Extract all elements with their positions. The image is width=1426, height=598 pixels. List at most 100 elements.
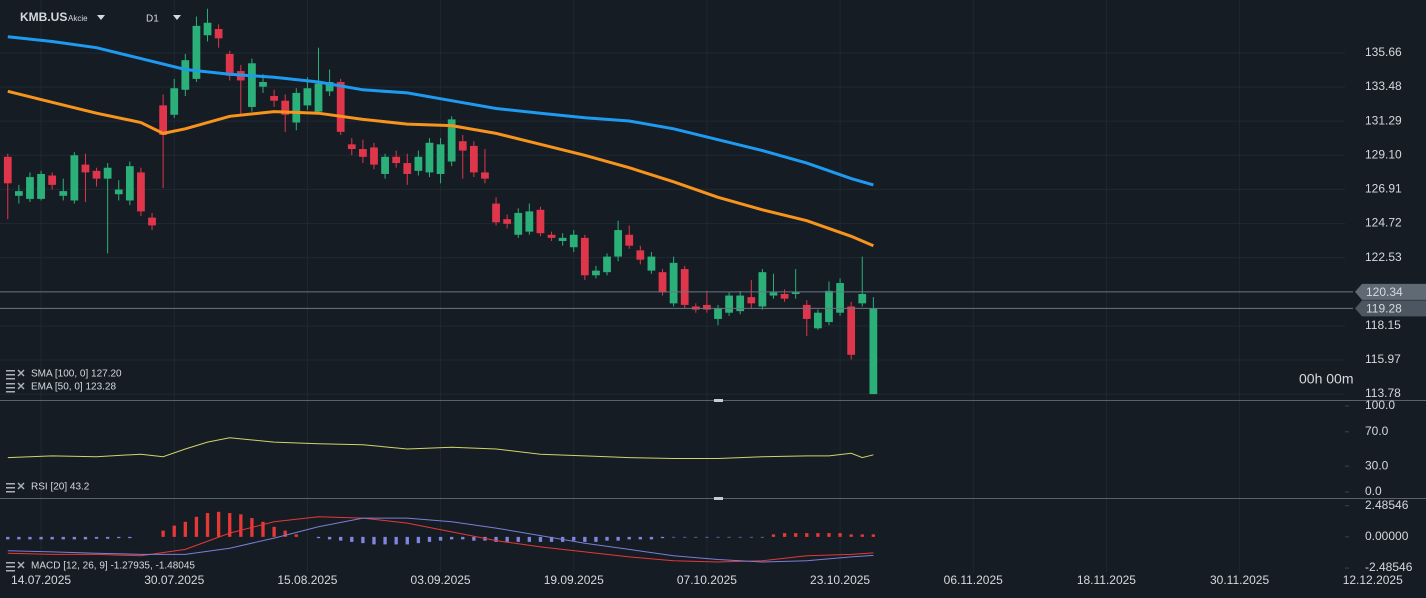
- candle-body: [181, 60, 190, 90]
- candle-body: [536, 209, 545, 234]
- legend-settings-icon[interactable]: [6, 483, 15, 485]
- candle-body: [370, 147, 378, 165]
- candle-body: [392, 156, 401, 164]
- legend-settings-icon: [6, 391, 15, 393]
- legend-settings-icon: [6, 566, 15, 568]
- y-tick-label: -2.48546: [1365, 560, 1413, 574]
- macd-histogram-bar: [583, 536, 587, 542]
- macd-histogram-bar: [216, 511, 221, 537]
- candle-body: [469, 145, 478, 173]
- price-badge-label: 120.34: [1366, 285, 1403, 299]
- macd-histogram-bar: [494, 536, 498, 542]
- candle-body: [48, 175, 57, 185]
- candle-body: [847, 306, 856, 355]
- candle-body: [680, 269, 689, 305]
- x-tick-label: 07.10.2025: [677, 573, 737, 587]
- x-tick-label: 23.10.2025: [810, 573, 870, 587]
- macd-histogram-bar: [83, 536, 88, 540]
- y-tick-label: 124.72: [1365, 216, 1402, 230]
- macd-histogram-bar: [372, 536, 376, 545]
- macd-histogram-bar: [128, 536, 132, 539]
- legend-close-icon[interactable]: [17, 369, 25, 377]
- macd-histogram-bar: [516, 536, 520, 542]
- x-tick-label: 30.07.2025: [144, 573, 204, 587]
- candle-body: [869, 308, 878, 395]
- macd-histogram-bar: [794, 533, 798, 537]
- y-tick-label: 133.48: [1365, 79, 1402, 93]
- macd-histogram-bar: [294, 534, 298, 537]
- candle-body: [381, 156, 389, 174]
- candle-body: [569, 234, 578, 248]
- y-tick-label: 115.97: [1365, 352, 1401, 366]
- candle-body: [580, 237, 589, 276]
- macd-histogram-bar: [438, 536, 443, 541]
- legend-close-icon[interactable]: [17, 482, 25, 490]
- candle-body: [159, 105, 168, 135]
- candle-body: [81, 164, 90, 173]
- y-tick-label: 126.91: [1365, 182, 1402, 196]
- candle-body: [603, 256, 611, 273]
- macd-histogram-bar: [350, 536, 354, 542]
- candle-body: [769, 292, 778, 296]
- macd-histogram-bar: [239, 514, 243, 537]
- candle-body: [170, 88, 179, 115]
- symbol[interactable]: KMB.US: [20, 10, 67, 24]
- legend-entry: RSI [20] 43.2: [31, 482, 90, 493]
- panel-resize-handle[interactable]: [714, 497, 723, 500]
- price-badge: [1355, 283, 1426, 300]
- candle-body: [525, 211, 534, 232]
- candle-body: [758, 272, 767, 307]
- candle-body: [836, 283, 844, 313]
- macd-histogram-bar: [671, 536, 676, 538]
- candle-body: [203, 22, 212, 36]
- macd-histogram-bar: [860, 534, 864, 537]
- indicator-line: [7, 517, 874, 563]
- candle-body: [436, 144, 445, 174]
- candle-body: [114, 189, 123, 195]
- y-tick-label: 122.53: [1365, 250, 1402, 264]
- y-tick-label: 0.00000: [1365, 529, 1409, 543]
- legend-entry: SMA [100, 0] 127.20: [31, 369, 122, 380]
- y-tick-label: 113.78: [1365, 386, 1401, 400]
- x-tick-label: 15.08.2025: [277, 573, 337, 587]
- legend-settings-icon: [6, 378, 15, 380]
- macd-histogram-bar: [117, 536, 121, 539]
- panel-resize-handle[interactable]: [714, 399, 723, 402]
- macd-histogram-bar: [61, 536, 65, 540]
- timeframe-dropdown[interactable]: [173, 15, 181, 20]
- timeframe[interactable]: D1: [146, 14, 159, 25]
- indicator-line: [7, 89, 874, 248]
- x-tick-label: 18.11.2025: [1077, 573, 1136, 587]
- symbol-dropdown[interactable]: [97, 15, 105, 20]
- y-tick-label: 100.0: [1365, 398, 1395, 412]
- candle-body: [214, 28, 223, 39]
- macd-histogram-bar: [272, 526, 276, 537]
- macd-histogram-bar: [228, 513, 232, 537]
- candle-body: [148, 217, 156, 226]
- candle-body: [802, 304, 811, 319]
- macd-histogram-bar: [849, 534, 853, 537]
- candle-body: [336, 81, 345, 132]
- macd-histogram-bar: [261, 521, 265, 537]
- macd-histogram-bar: [472, 536, 476, 541]
- macd-histogram-bar: [805, 533, 809, 537]
- legend-close-icon[interactable]: [17, 382, 25, 390]
- candle-body: [714, 308, 722, 319]
- macd-histogram-bar: [161, 530, 165, 537]
- candle-body: [703, 304, 711, 310]
- legend-settings-icon[interactable]: [6, 383, 15, 385]
- candle-body: [647, 256, 656, 271]
- candle-body: [59, 191, 68, 196]
- candle-body: [225, 53, 234, 76]
- legend-settings-icon[interactable]: [6, 370, 15, 372]
- macd-histogram-bar: [727, 536, 731, 538]
- legend-settings-icon[interactable]: [6, 562, 15, 564]
- candle-body: [481, 172, 489, 179]
- y-tick-label: 0.0: [1365, 484, 1382, 498]
- y-tick-label: 30.0: [1365, 458, 1389, 472]
- macd-histogram-bar: [605, 536, 609, 541]
- price-badge: [1355, 300, 1426, 317]
- candle-body: [458, 141, 467, 151]
- legend-close-icon[interactable]: [17, 561, 25, 569]
